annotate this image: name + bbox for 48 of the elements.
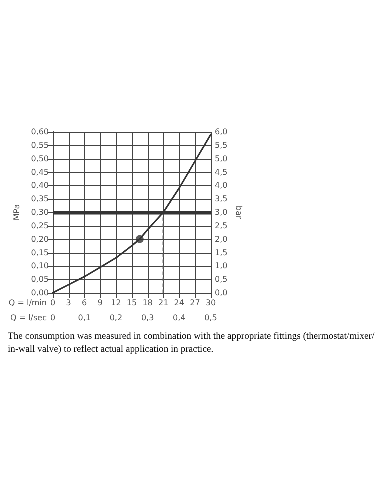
y-tick-label: 0,45 <box>31 168 49 177</box>
x-tick-label: 27 <box>190 298 200 308</box>
y2-tick-label: 6,0 <box>215 128 228 136</box>
x2-axis-title: Q = l/sec <box>10 314 47 322</box>
x-tick-label: 9 <box>98 298 103 308</box>
x-tick-label: 24 <box>174 298 184 308</box>
x2-tick-label: 0,5 <box>204 314 218 322</box>
y-tick-label: 0,50 <box>31 154 49 164</box>
x2-tick-label: 0,3 <box>141 314 154 322</box>
y-tick-label: 0,15 <box>31 248 49 258</box>
x-tick-label: 18 <box>142 298 153 308</box>
y2-tick-label: 4,0 <box>215 181 228 190</box>
x-tick-label: 0 <box>50 298 56 308</box>
x-tick-label: 12 <box>111 298 122 308</box>
x2-tick-label: 0 <box>50 314 56 322</box>
y2-tick-label: 2,5 <box>215 221 228 230</box>
y2-tick-label: 1,0 <box>215 262 228 271</box>
y-tick-label: 0,60 <box>31 128 49 136</box>
x-tick-label: 15 <box>126 298 138 308</box>
y-tick-label: 0,00 <box>31 288 49 298</box>
y2-tick-label: 4,5 <box>215 168 228 177</box>
y-tick-label: 0,20 <box>31 234 49 244</box>
x2-tick-label: 0,4 <box>173 314 186 322</box>
y-tick-label: 0,30 <box>31 208 49 217</box>
y-axis-title: MPa <box>12 204 22 221</box>
y2-tick-label: 0,0 <box>215 288 228 298</box>
x-tick-label: 21 <box>158 298 169 308</box>
y2-tick-label: 5,0 <box>215 154 228 164</box>
y-tick-label: 0,10 <box>31 262 49 271</box>
y2-tick-label: 5,5 <box>215 140 228 150</box>
x-tick-label: 6 <box>82 298 88 308</box>
y-tick-label: 0,40 <box>31 181 49 190</box>
x2-tick-label: 0,1 <box>78 314 91 322</box>
y-tick-label: 0,05 <box>31 275 49 284</box>
x-axis-title: Q = l/min <box>8 298 47 308</box>
y2-tick-label: 3,5 <box>215 194 228 204</box>
x-tick-label: 30 <box>206 298 216 308</box>
y2-tick-label: 3,0 <box>215 208 228 217</box>
x2-tick-label: 0,2 <box>110 314 123 322</box>
y2-tick-label: 0,5 <box>215 275 228 284</box>
text: The consumption was measured in combination with the appropriate fittings (thermostat/mixer/ in-wall valve) to reflect actual application in practice. <box>8 330 376 356</box>
y-tick-label: 0,25 <box>31 221 49 230</box>
y2-axis-title: bar <box>234 206 244 220</box>
x-tick-label: 3 <box>66 298 72 308</box>
y-tick-label: 0,35 <box>31 194 49 204</box>
y-tick-label: 0,55 <box>31 140 49 150</box>
y2-tick-label: 1,5 <box>215 248 228 258</box>
y2-tick-label: 2,0 <box>215 234 228 244</box>
